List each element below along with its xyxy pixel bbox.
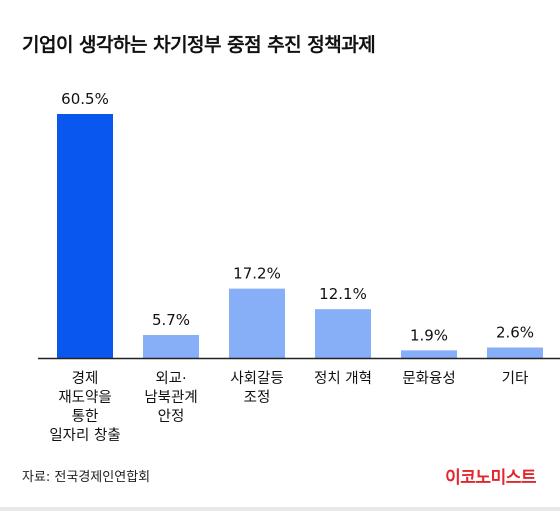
bar-2 [229,288,285,358]
category-label-0: 경제 재도약을 통한 일자리 창출 [49,370,120,444]
bar-1 [143,335,199,358]
value-label-3: 12.1% [319,285,367,303]
category-label-1: 외교· 남북관계 안정 [144,370,197,425]
bar-3 [315,309,371,358]
category-label-5: 기타 [502,370,529,387]
bar-5 [487,347,543,358]
category-label-4: 문화융성 [402,370,455,387]
value-label-1: 5.7% [152,311,190,329]
bar-4 [401,350,457,358]
value-label-0: 60.5% [61,90,109,108]
chart-title: 기업이 생각하는 차기정부 중점 추진 정책과제 [22,34,376,56]
value-label-5: 2.6% [496,324,534,342]
brand-logo: 이코노미스트 [445,468,536,488]
category-label-3: 정치 개혁 [314,370,372,387]
value-label-4: 1.9% [410,326,448,344]
bottom-divider [0,507,560,511]
source-note: 자료: 전국경제인연합회 [22,470,151,485]
bar-0 [57,114,113,358]
category-label-2: 사회갈등 조정 [230,370,283,406]
value-label-2: 17.2% [233,265,281,283]
